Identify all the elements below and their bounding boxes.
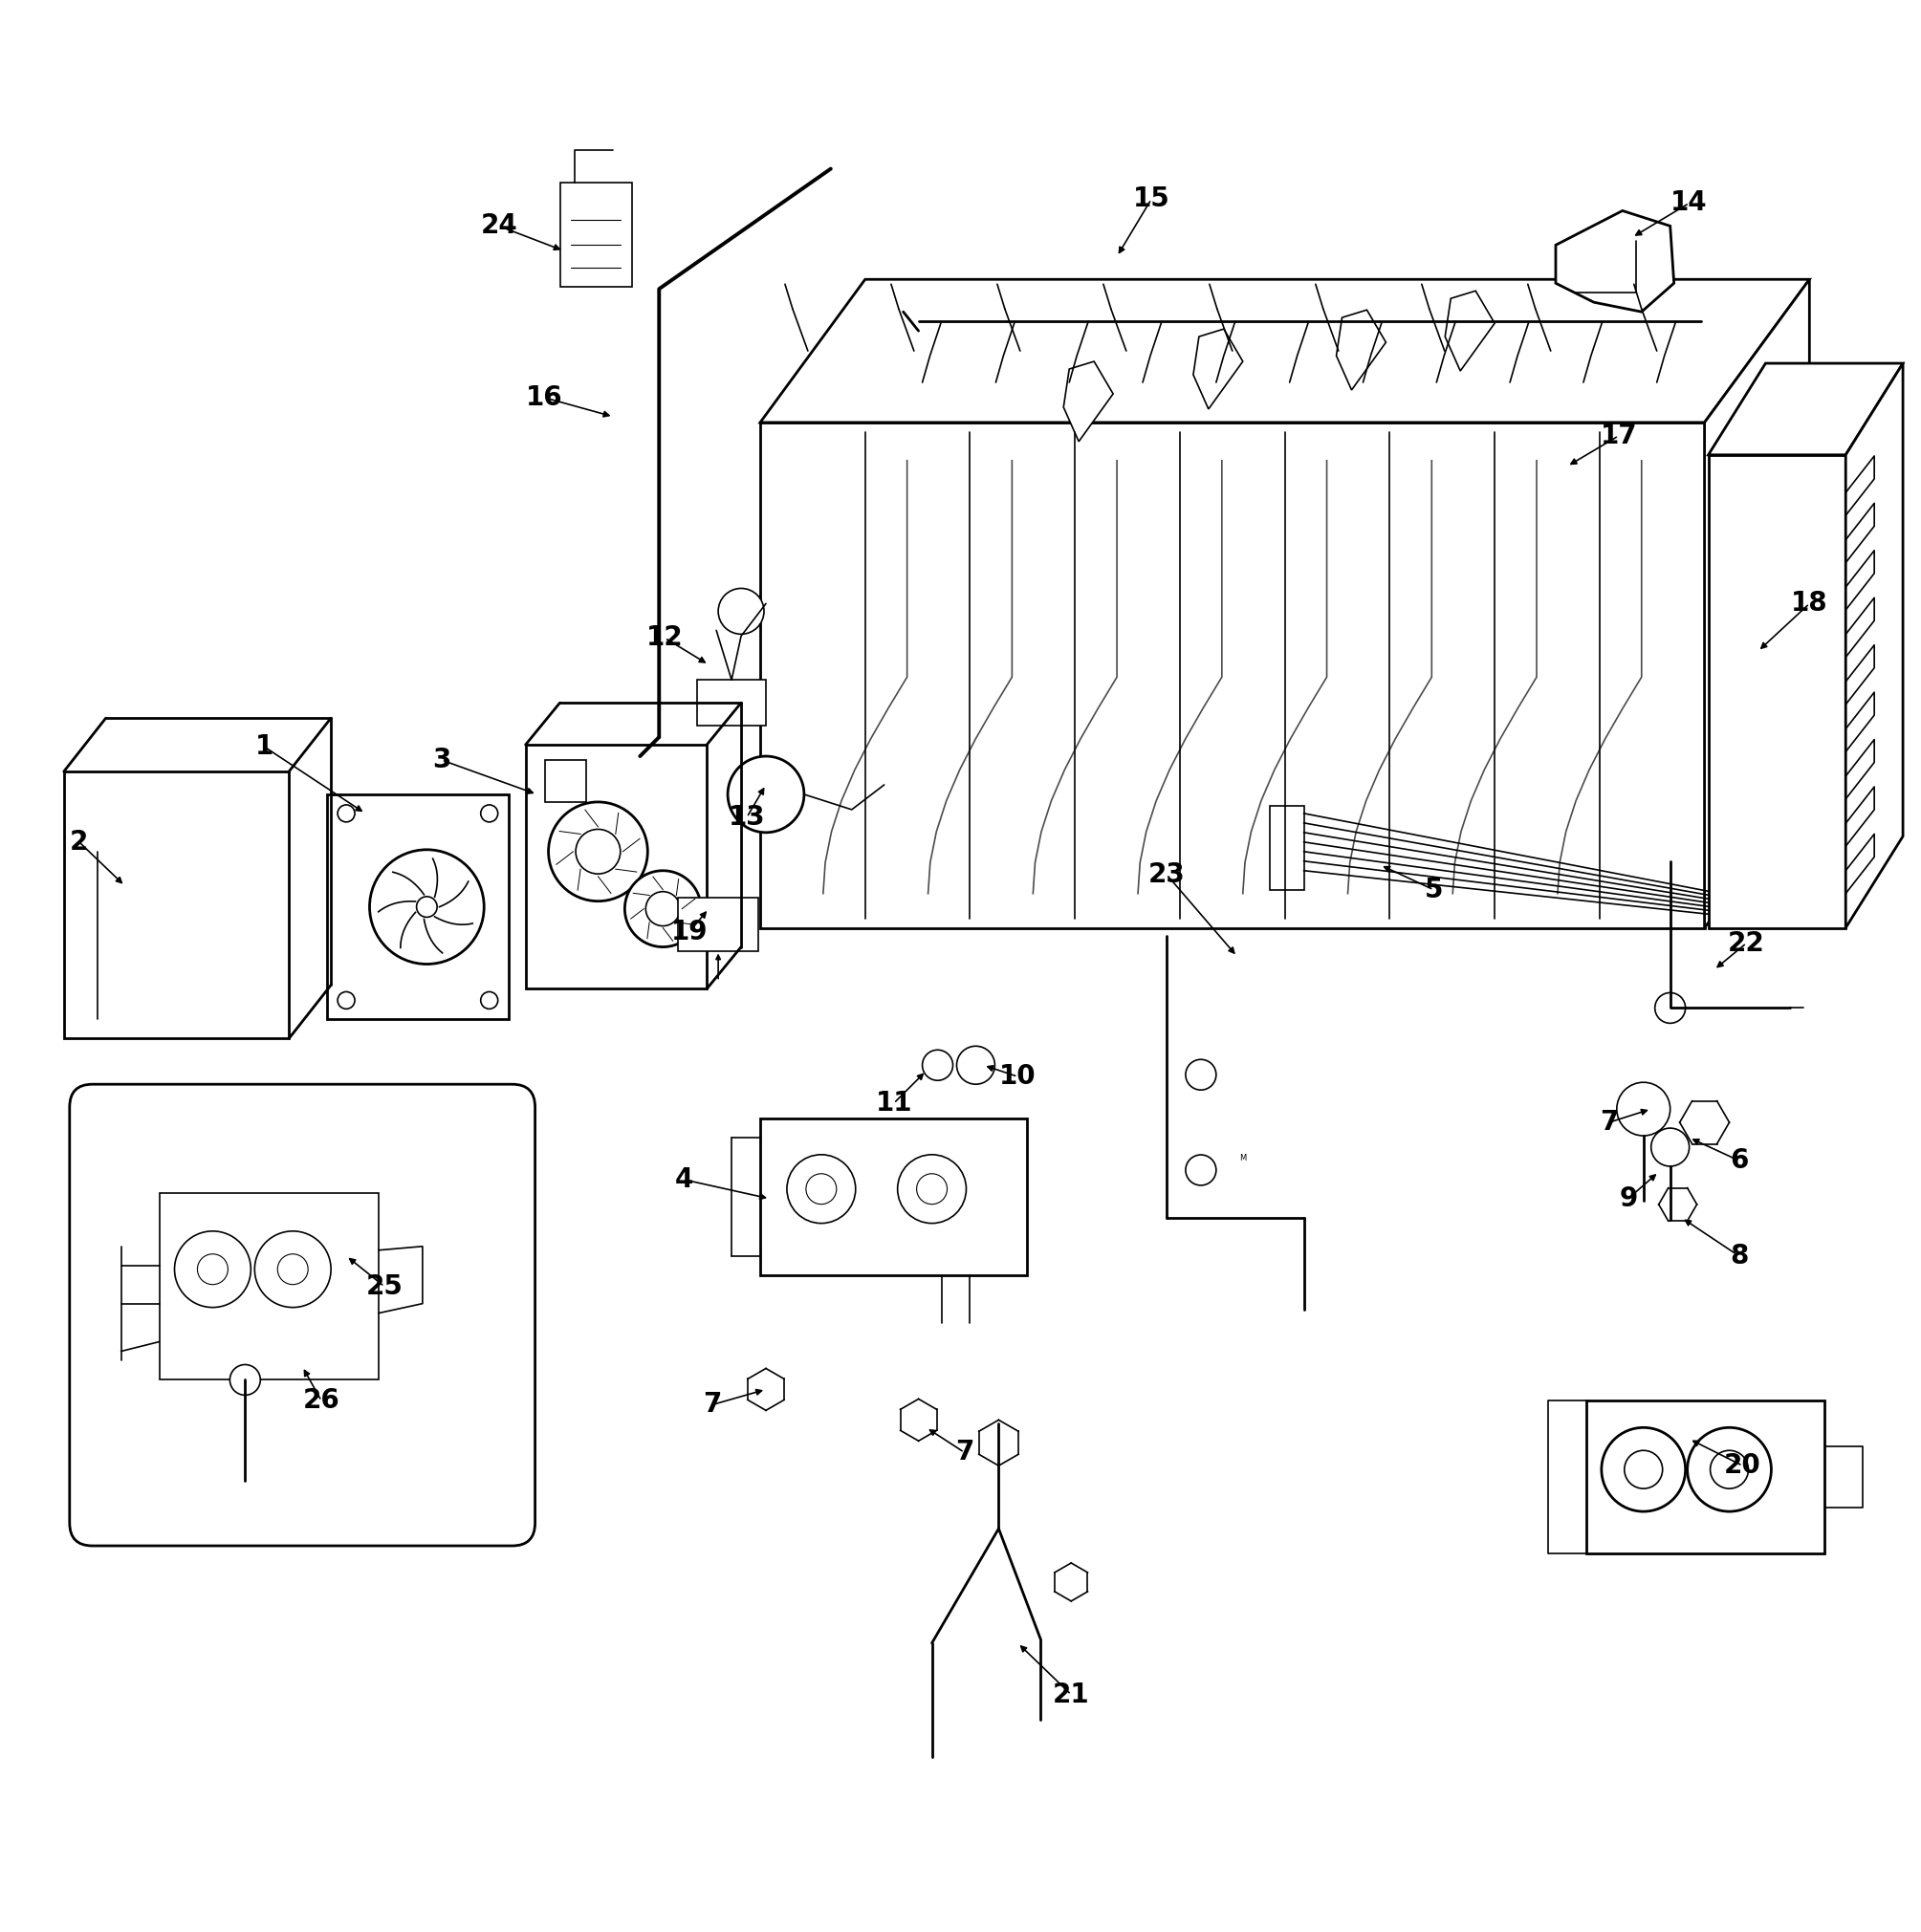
Polygon shape [1556,211,1673,311]
Bar [159,1192,378,1379]
Bar [697,680,766,726]
Bar [1587,1401,1825,1553]
Text: 15: 15 [1133,185,1170,213]
Text: 7: 7 [703,1391,722,1418]
Bar [1708,454,1846,927]
Polygon shape [1708,363,1904,454]
Bar [546,759,586,802]
Circle shape [1185,1059,1216,1090]
Text: 2: 2 [69,829,88,856]
Bar [761,1119,1028,1275]
Polygon shape [761,280,1810,423]
Circle shape [480,806,498,821]
Circle shape [175,1231,252,1308]
Text: 12: 12 [645,624,684,651]
Circle shape [1625,1451,1662,1488]
Text: 19: 19 [670,918,709,945]
Text: 14: 14 [1671,189,1708,216]
Circle shape [807,1175,836,1204]
Circle shape [728,755,805,833]
Polygon shape [1704,280,1810,927]
Text: 10: 10 [999,1063,1035,1090]
Circle shape [718,589,765,634]
Text: 16: 16 [526,384,563,412]
Circle shape [897,1155,966,1223]
Bar [559,182,632,288]
Text: 5: 5 [1423,877,1443,902]
Circle shape [1617,1082,1669,1136]
Text: 4: 4 [674,1167,693,1192]
Text: 22: 22 [1729,929,1765,956]
Text: 11: 11 [876,1090,912,1117]
Circle shape [1602,1428,1685,1511]
Bar [327,794,509,1020]
Circle shape [922,1049,953,1080]
Circle shape [1650,1128,1689,1167]
Bar [526,744,707,989]
Circle shape [788,1155,855,1223]
Text: 13: 13 [728,804,765,831]
Text: 8: 8 [1729,1242,1748,1269]
Circle shape [198,1254,229,1285]
Bar [63,771,288,1039]
Text: 25: 25 [365,1273,403,1300]
Circle shape [338,991,355,1009]
Text: 3: 3 [432,746,451,773]
Bar [1270,806,1304,891]
Text: 7: 7 [1600,1109,1617,1136]
Polygon shape [1445,292,1495,371]
Circle shape [624,871,701,947]
Circle shape [1654,993,1685,1024]
Polygon shape [1846,363,1904,927]
Circle shape [231,1364,261,1395]
Text: M: M [1239,1153,1247,1163]
Text: 24: 24 [480,213,517,240]
Text: 17: 17 [1600,423,1637,448]
Circle shape [1710,1451,1748,1488]
Circle shape [480,991,498,1009]
Circle shape [255,1231,330,1308]
Circle shape [916,1175,947,1204]
Text: 20: 20 [1725,1453,1762,1480]
Text: 26: 26 [304,1387,340,1414]
Text: 7: 7 [955,1439,974,1466]
Text: 1: 1 [255,734,273,759]
Text: 18: 18 [1790,591,1829,616]
Bar [678,896,759,951]
FancyBboxPatch shape [69,1084,536,1546]
Text: 6: 6 [1729,1148,1748,1175]
Circle shape [277,1254,307,1285]
Circle shape [338,806,355,821]
Circle shape [1687,1428,1771,1511]
Circle shape [576,829,620,873]
Circle shape [1185,1155,1216,1186]
Bar [761,423,1704,927]
Circle shape [645,891,680,925]
Circle shape [417,896,438,918]
Circle shape [547,802,647,900]
Circle shape [957,1045,995,1084]
Polygon shape [1193,328,1243,410]
Polygon shape [1337,309,1385,390]
Circle shape [369,850,484,964]
Polygon shape [1064,361,1112,442]
Text: 9: 9 [1619,1186,1637,1211]
Text: 23: 23 [1149,862,1185,889]
Text: 21: 21 [1053,1681,1089,1708]
